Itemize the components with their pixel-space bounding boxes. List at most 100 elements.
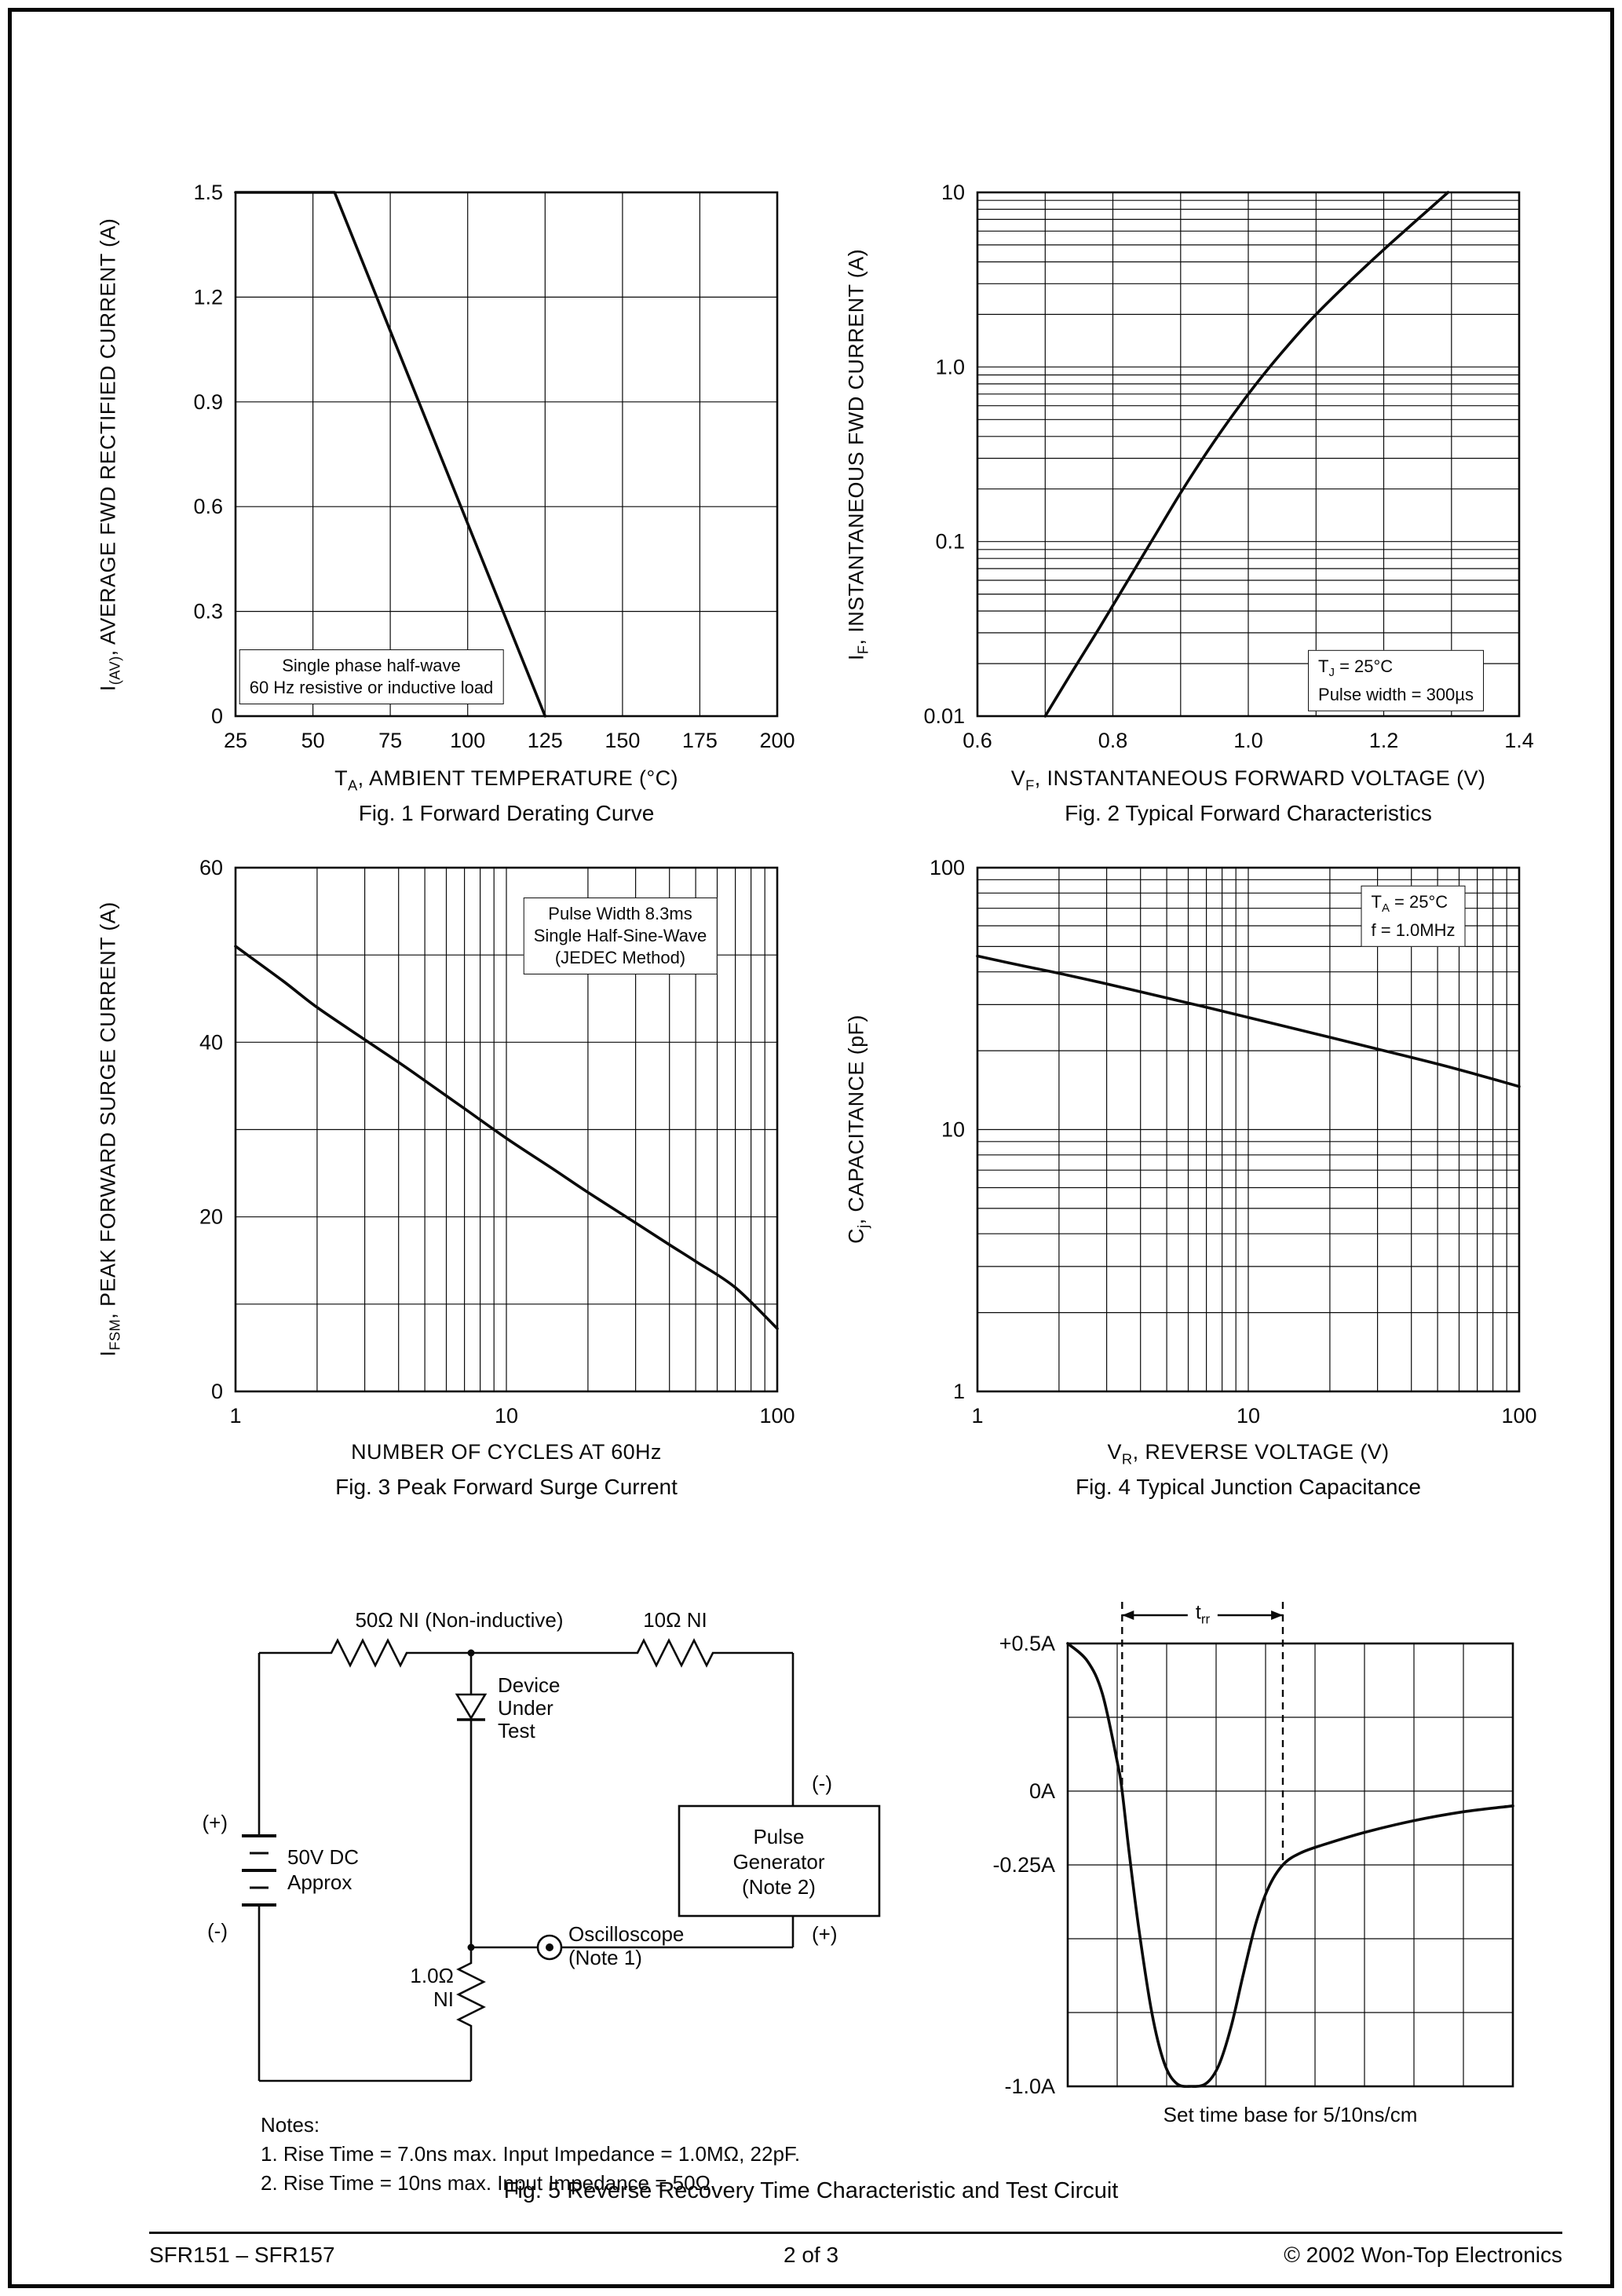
pulse-generator-label-1: Pulse [753, 1825, 804, 1848]
svg-text:10: 10 [495, 1404, 518, 1428]
annotation-line: TA = 25°C [1371, 891, 1448, 916]
svg-text:0.6: 0.6 [193, 495, 223, 518]
pulse-generator-label-2: Generator [732, 1850, 824, 1874]
svg-text:0.9: 0.9 [193, 390, 223, 414]
svg-text:100: 100 [759, 1404, 795, 1428]
footer-part-number: SFR151 – SFR157 [149, 2243, 335, 2267]
resistor-50ohm [322, 1638, 416, 1668]
svg-text:0A: 0A [1029, 1779, 1055, 1803]
fig2-frame [976, 191, 1521, 718]
fig1-tick-labels: 25 50 75 100 125 150 175 200 0 0.3 0.6 0.9 1.2 1.5 [193, 181, 795, 752]
dut-diode-symbol [455, 1693, 488, 1721]
scope-caption: Set time base for 5/10ns/cm [1163, 2103, 1418, 2126]
fig5-notes: Notes: 1. Rise Time = 7.0ns max. Input I… [261, 2111, 800, 2198]
fig5-waveform-gridlines [1068, 1643, 1513, 2086]
pg-minus-label: (-) [812, 1771, 832, 1795]
fig1-caption: Fig. 1 Forward Derating Curve [358, 801, 655, 825]
fig3-frame [234, 866, 779, 1393]
note-line-2: 2. Rise Time = 10ns max. Input Impedance… [261, 2171, 717, 2195]
fig4-x-axis-title: VR, REVERSE VOLTAGE (V) [1107, 1440, 1390, 1468]
svg-text:20: 20 [199, 1205, 223, 1229]
fig4-chart: 1 10 100 1 10 100 [930, 856, 1537, 1428]
fig4-tick-labels: 1 10 100 1 10 100 [930, 856, 1537, 1428]
svg-text:1.5: 1.5 [193, 181, 223, 204]
svg-text:1: 1 [971, 1404, 983, 1428]
fig2-caption: Fig. 2 Typical Forward Characteristics [1065, 801, 1432, 825]
fig2-gridlines [977, 192, 1519, 716]
oscilloscope-label-2: (Note 1) [568, 1946, 642, 1969]
annotation-line: (JEDEC Method) [554, 948, 686, 967]
junction-dot [467, 1943, 475, 1951]
circuit-wires [258, 1651, 795, 2082]
svg-text:1.0: 1.0 [935, 355, 965, 378]
dut-label-2: Under [498, 1696, 553, 1720]
svg-text:0.8: 0.8 [1098, 729, 1128, 752]
fig5-caption: Fig. 5 Reverse Recovery Time Characteris… [503, 2178, 1119, 2203]
fig1-x-axis-title: TA, AMBIENT TEMPERATURE (°C) [334, 766, 678, 794]
fig1-annotation: Single phase half-wave 60 Hz resistive o… [239, 649, 504, 704]
arrow-right-icon [1271, 1610, 1284, 1620]
fig2-x-axis-title: VF, INSTANTANEOUS FORWARD VOLTAGE (V) [1010, 766, 1486, 794]
footer-page-number: 2 of 3 [783, 2243, 839, 2267]
page-border [8, 8, 1614, 2288]
svg-text:10: 10 [941, 1118, 965, 1142]
fig3-caption: Fig. 3 Peak Forward Surge Current [335, 1475, 678, 1499]
annotation-line: f = 1.0MHz [1371, 920, 1456, 941]
resistor-1-label-2: NI [433, 1987, 454, 2011]
svg-text:100: 100 [450, 729, 485, 752]
fig3-annotation: Pulse Width 8.3ms Single Half-Sine-Wave … [523, 898, 718, 974]
fig4-frame [976, 866, 1521, 1393]
note-line-1: 1. Rise Time = 7.0ns max. Input Impedanc… [261, 2142, 801, 2166]
svg-text:1.4: 1.4 [1504, 729, 1534, 752]
dut-label-1: Device [498, 1673, 560, 1697]
svg-text:50: 50 [301, 729, 325, 752]
source-label-2: Approx [287, 1870, 352, 1894]
svg-text:0: 0 [211, 1380, 223, 1403]
svg-text:+0.5A: +0.5A [999, 1632, 1055, 1655]
svg-text:-0.25A: -0.25A [992, 1853, 1055, 1877]
notes-heading: Notes: [261, 2113, 320, 2137]
svg-text:0.3: 0.3 [193, 600, 223, 623]
svg-text:100: 100 [1501, 1404, 1536, 1428]
battery-plus-label: (+) [203, 1811, 228, 1834]
svg-text:10: 10 [1237, 1404, 1260, 1428]
fig5-waveform-curve [1066, 1642, 1514, 2088]
svg-text:-1.0A: -1.0A [1004, 2075, 1055, 2098]
battery-symbol [242, 1834, 276, 1907]
pg-plus-label: (+) [812, 1922, 838, 1946]
fig2-annotation: TJ = 25°C Pulse width = 300µs [1308, 649, 1484, 712]
dut-label-3: Test [498, 1719, 535, 1742]
fig4-gridlines [977, 868, 1519, 1391]
svg-text:75: 75 [378, 729, 402, 752]
svg-text:175: 175 [682, 729, 718, 752]
svg-text:200: 200 [759, 729, 795, 752]
fig4-caption: Fig. 4 Typical Junction Capacitance [1076, 1475, 1421, 1499]
annotation-line: Pulse Width 8.3ms [548, 904, 692, 923]
fig5-waveform-tick-labels: +0.5A 0A -0.25A -1.0A [992, 1632, 1055, 2098]
annotation-line: 60 Hz resistive or inductive load [249, 678, 494, 697]
fig2-tick-labels: 0.6 0.8 1.0 1.2 1.4 0.01 0.1 1.0 10 [923, 181, 1533, 752]
fig2-y-axis-title: IF, INSTANTANEOUS FWD CURRENT (A) [844, 249, 871, 660]
fig3-x-axis-title: NUMBER OF CYCLES AT 60Hz [351, 1440, 662, 1464]
fig1-gridlines [236, 192, 777, 716]
svg-text:125: 125 [528, 729, 563, 752]
annotation-line: Single Half-Sine-Wave [533, 926, 707, 945]
fig2-curve [1043, 191, 1450, 718]
pulse-generator-box [678, 1804, 881, 1918]
oscilloscope-label-1: Oscilloscope [568, 1922, 684, 1946]
svg-text:100: 100 [930, 856, 965, 879]
resistor-10-label: 10Ω NI [643, 1608, 707, 1632]
svg-text:0.1: 0.1 [935, 530, 965, 554]
svg-text:0.01: 0.01 [923, 704, 965, 728]
resistor-1ohm [456, 1954, 486, 2035]
svg-text:0: 0 [211, 704, 223, 728]
fig2-chart: 0.6 0.8 1.0 1.2 1.4 0.01 0.1 1.0 10 [923, 181, 1533, 752]
battery-minus-label: (-) [207, 1919, 228, 1943]
fig5-waveform-frame [1066, 1642, 1514, 2088]
junction-dot [467, 1649, 475, 1657]
pulse-generator-label-3: (Note 2) [742, 1875, 816, 1899]
fig1-frame [234, 191, 779, 718]
svg-text:60: 60 [199, 856, 223, 879]
